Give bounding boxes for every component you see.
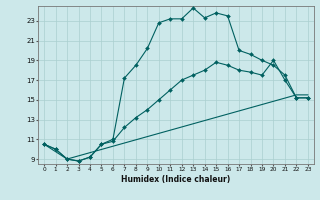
X-axis label: Humidex (Indice chaleur): Humidex (Indice chaleur): [121, 175, 231, 184]
